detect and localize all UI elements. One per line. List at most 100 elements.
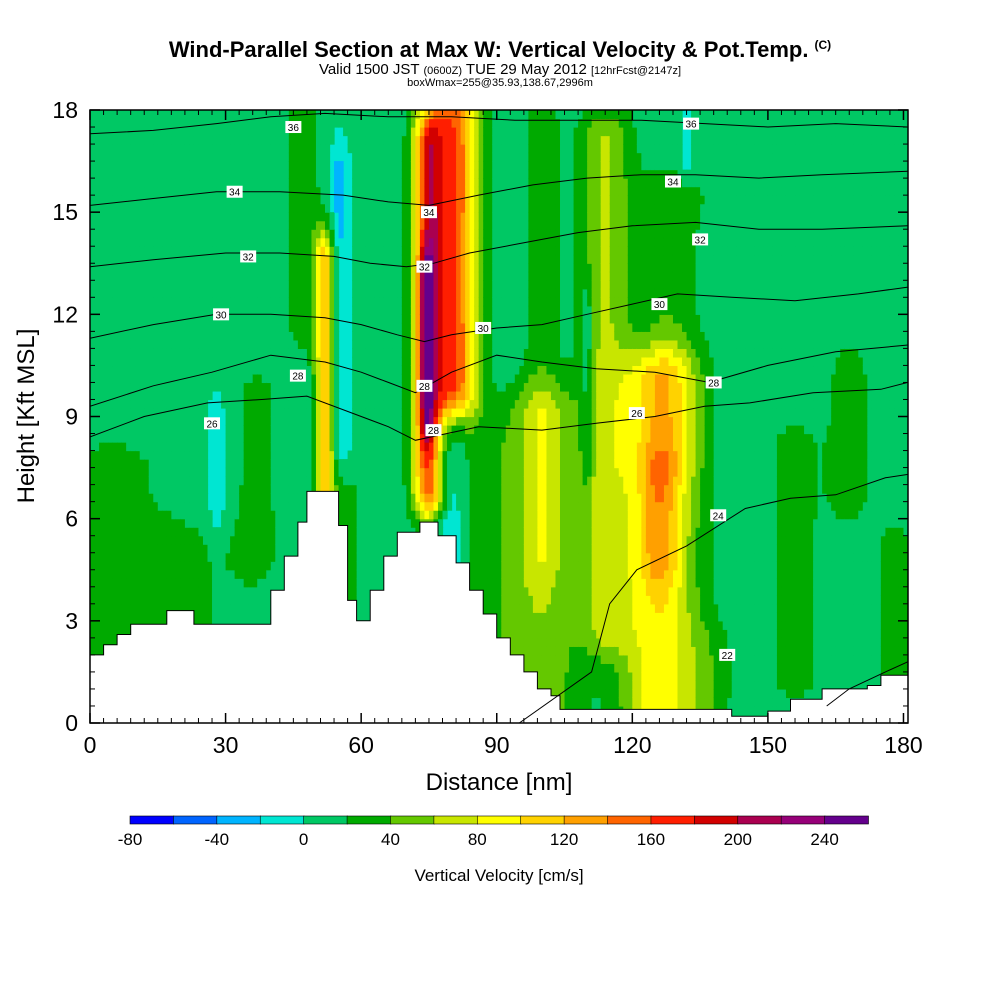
velocity-cell — [388, 339, 394, 349]
velocity-cell — [365, 535, 371, 545]
velocity-cell — [189, 407, 195, 418]
velocity-cell — [356, 603, 362, 613]
velocity-cell — [148, 203, 154, 213]
velocity-cell — [379, 501, 385, 511]
velocity-cell — [306, 118, 313, 128]
velocity-cell — [193, 263, 200, 273]
velocity-cell — [315, 118, 322, 128]
velocity-cell — [257, 569, 263, 579]
velocity-cell — [202, 339, 209, 349]
velocity-cell — [117, 595, 123, 605]
velocity-cell — [130, 246, 136, 256]
velocity-cell — [365, 595, 371, 605]
velocity-cell — [266, 331, 272, 341]
velocity-cell — [392, 305, 398, 315]
velocity-cell — [392, 416, 398, 426]
velocity-cell — [103, 510, 109, 520]
velocity-cell — [343, 476, 349, 486]
velocity-cell — [379, 467, 385, 477]
velocity-cell — [379, 280, 385, 290]
velocity-cell — [234, 178, 240, 188]
velocity-cell — [347, 467, 353, 477]
velocity-cell — [135, 407, 141, 418]
velocity-cell — [388, 510, 394, 520]
velocity-cell — [379, 237, 385, 247]
velocity-cell — [361, 305, 367, 315]
velocity-cell — [130, 356, 136, 367]
velocity-cell — [202, 518, 209, 528]
velocity-cell — [193, 561, 200, 571]
velocity-cell — [212, 535, 218, 545]
velocity-cell — [202, 169, 209, 179]
velocity-cell — [374, 382, 380, 392]
velocity-cell — [108, 535, 114, 545]
velocity-cell — [202, 348, 209, 358]
velocity-cell — [162, 322, 168, 332]
velocity-cell — [261, 501, 267, 511]
velocity-cell — [153, 578, 159, 588]
velocity-cell — [126, 229, 132, 239]
velocity-cell — [90, 527, 96, 537]
velocity-cell — [112, 118, 118, 128]
velocity-cell — [288, 390, 294, 401]
velocity-cell — [279, 561, 285, 571]
velocity-cell — [243, 578, 249, 588]
velocity-cell — [388, 493, 394, 503]
velocity-cell — [374, 161, 380, 171]
velocity-cell — [243, 135, 249, 145]
velocity-cell — [130, 186, 136, 196]
velocity-cell — [230, 433, 236, 443]
velocity-cell — [266, 476, 272, 486]
velocity-cell — [270, 229, 276, 239]
velocity-cell — [162, 365, 168, 375]
velocity-cell — [148, 314, 154, 324]
velocity-cell — [388, 484, 394, 494]
velocity-cell — [243, 203, 249, 213]
velocity-cell — [356, 271, 362, 281]
velocity-cell — [397, 510, 403, 520]
velocity-cell — [157, 476, 163, 486]
velocity-cell — [162, 161, 168, 171]
velocity-cell — [180, 450, 186, 460]
velocity-cell — [153, 229, 159, 239]
velocity-cell — [243, 535, 249, 545]
velocity-cell — [212, 348, 218, 358]
velocity-cell — [90, 254, 96, 264]
velocity-cell — [189, 110, 195, 120]
velocity-cell — [320, 305, 326, 315]
velocity-cell — [189, 356, 195, 367]
velocity-cell — [166, 169, 172, 179]
velocity-cell — [135, 314, 141, 324]
velocity-cell — [365, 493, 371, 503]
velocity-cell — [243, 348, 249, 358]
velocity-cell — [198, 425, 204, 435]
velocity-cell — [193, 518, 200, 528]
velocity-cell — [221, 339, 227, 349]
velocity-cell — [379, 527, 385, 537]
velocity-cell — [94, 144, 100, 154]
velocity-cell — [139, 263, 145, 273]
velocity-cell — [329, 459, 335, 469]
velocity-cell — [117, 144, 123, 154]
velocity-cell — [148, 356, 154, 367]
velocity-cell — [212, 280, 218, 290]
velocity-cell — [94, 459, 100, 469]
velocity-cell — [383, 433, 389, 443]
velocity-cell — [207, 246, 213, 256]
velocity-cell — [162, 288, 168, 298]
velocity-cell — [379, 416, 385, 426]
velocity-cell — [297, 382, 304, 392]
velocity-cell — [225, 433, 231, 443]
velocity-cell — [361, 442, 367, 452]
velocity-cell — [356, 561, 362, 571]
velocity-cell — [365, 212, 371, 222]
velocity-cell — [270, 110, 276, 120]
velocity-cell — [126, 246, 132, 256]
velocity-cell — [193, 510, 200, 520]
velocity-cell — [103, 212, 109, 222]
velocity-cell — [90, 433, 96, 443]
velocity-cell — [148, 399, 154, 409]
velocity-cell — [365, 425, 371, 435]
velocity-cell — [406, 467, 412, 477]
velocity-cell — [130, 578, 136, 588]
